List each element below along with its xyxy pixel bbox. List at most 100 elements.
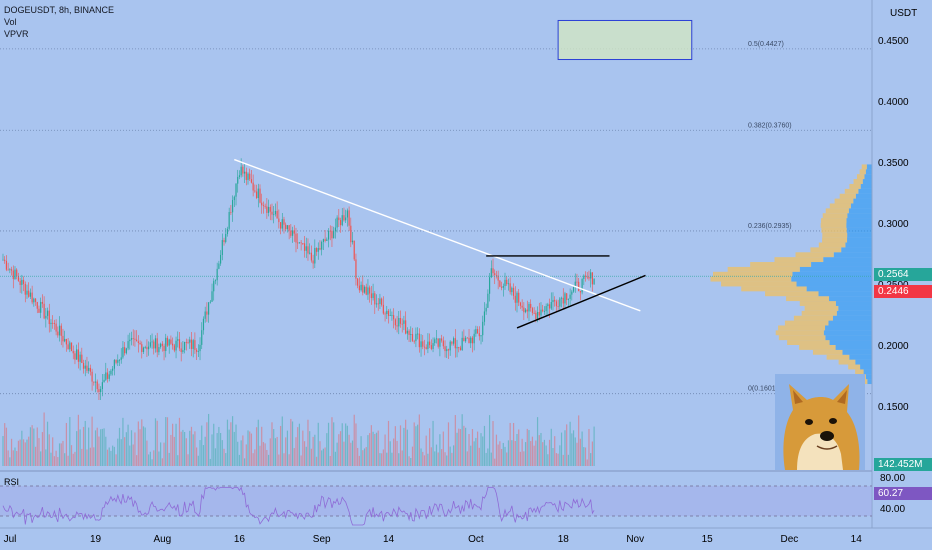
volume-bar xyxy=(214,448,217,466)
volume-bar xyxy=(305,446,307,466)
candle-body xyxy=(216,268,218,281)
volume-bar xyxy=(365,447,367,466)
volume-bar xyxy=(591,441,593,466)
vpvr-bar xyxy=(849,183,861,189)
candle-body xyxy=(586,276,588,278)
candle-body xyxy=(146,347,148,350)
candle-body xyxy=(26,290,28,295)
volume-bar xyxy=(226,419,229,466)
candle-body xyxy=(324,239,326,241)
volume-bar xyxy=(300,455,302,466)
volume-bar xyxy=(377,430,379,466)
vpvr-bar xyxy=(823,330,872,336)
volume-bar xyxy=(531,436,534,466)
volume-bar xyxy=(166,417,169,466)
volume-bar xyxy=(180,431,182,466)
candle-body xyxy=(369,287,371,294)
candle-body xyxy=(353,240,355,260)
volume-bar xyxy=(106,449,109,466)
vpvr-bar xyxy=(821,218,847,223)
volume-bar xyxy=(538,435,540,466)
resistance-trendline[interactable] xyxy=(234,158,641,312)
candle-body xyxy=(451,341,453,344)
candle-body xyxy=(394,319,396,326)
vpvr-bar xyxy=(829,340,872,345)
volume-bar xyxy=(399,425,402,466)
volume-bar xyxy=(578,415,580,466)
volume-bar xyxy=(429,428,431,466)
candle-body xyxy=(492,268,494,274)
volume-bar xyxy=(465,427,467,466)
volume-bar xyxy=(317,422,319,466)
vpvr-bar xyxy=(799,266,872,272)
volume-bar xyxy=(494,458,496,466)
volume-bar xyxy=(199,440,201,466)
volume-bar xyxy=(206,422,208,466)
volume-badge: 142.452M xyxy=(874,458,932,471)
volume-bar xyxy=(540,432,542,466)
candle-body xyxy=(307,246,309,254)
doge-icon xyxy=(775,374,865,470)
candle-body xyxy=(399,318,402,324)
price-tick: 0.3500 xyxy=(878,158,909,169)
candle-body xyxy=(245,171,247,180)
candle-body xyxy=(142,347,145,352)
candle-body xyxy=(168,339,170,346)
candle-body xyxy=(86,365,88,371)
candle-body xyxy=(468,337,470,344)
candle-body xyxy=(343,215,345,221)
candle-body xyxy=(46,310,49,316)
candle-body xyxy=(535,312,537,320)
candle-body xyxy=(465,337,467,342)
symbol-title[interactable]: DOGEUSDT, 8h, BINANCE xyxy=(4,5,115,15)
volume-bar xyxy=(482,436,484,466)
candle-body xyxy=(559,298,561,307)
volume-bar xyxy=(430,447,432,466)
candle-body xyxy=(509,283,511,293)
volume-bar xyxy=(458,428,460,466)
candle-body xyxy=(290,230,292,236)
volume-bar xyxy=(545,445,547,466)
volume-bar xyxy=(211,434,213,466)
time-tick: Aug xyxy=(153,534,171,545)
volume-bar xyxy=(571,433,573,466)
volume-bar xyxy=(555,453,558,466)
volume-bar xyxy=(420,448,422,466)
candle-body xyxy=(72,350,74,354)
vpvr-bar xyxy=(835,345,872,350)
candle-body xyxy=(540,309,542,316)
candle-body xyxy=(336,217,338,228)
price-tick: 0.4000 xyxy=(878,97,909,108)
candle-body xyxy=(422,341,424,347)
candle-body xyxy=(528,303,530,312)
indicator-vpvr[interactable]: VPVR xyxy=(4,29,29,39)
vpvr-bar xyxy=(822,237,848,243)
time-axis-ticks[interactable]: Jul 19 Aug 16 Sep 14 Oct 18 Nov 15 Dec 14 xyxy=(4,534,863,545)
volume-bar xyxy=(302,430,304,466)
price-tick: 0.4500 xyxy=(878,36,909,47)
candle-body xyxy=(250,179,253,183)
indicator-vol[interactable]: Vol xyxy=(4,17,17,27)
candle-body xyxy=(449,341,451,351)
candle-body xyxy=(590,272,592,279)
candle-body xyxy=(194,340,196,350)
candle-body xyxy=(548,304,551,309)
volume-bar xyxy=(521,438,523,466)
candle-body xyxy=(560,297,563,299)
volume-bar xyxy=(394,426,396,466)
candle-body xyxy=(231,200,234,213)
candle-body xyxy=(504,279,506,287)
candle-body xyxy=(158,347,160,353)
volume-bar xyxy=(518,429,520,466)
triangle-bottom-line[interactable] xyxy=(516,274,646,329)
candle-body xyxy=(105,372,107,380)
volume-bar xyxy=(120,439,122,466)
candle-body xyxy=(471,337,474,344)
candle-body xyxy=(432,343,434,349)
volume-bar xyxy=(360,436,362,466)
price-axis-ticks[interactable]: 0.45000.40000.35000.30000.25000.20000.15… xyxy=(878,36,909,413)
candle-body xyxy=(591,272,593,285)
candle-body xyxy=(322,239,324,242)
candle-body xyxy=(249,173,251,180)
